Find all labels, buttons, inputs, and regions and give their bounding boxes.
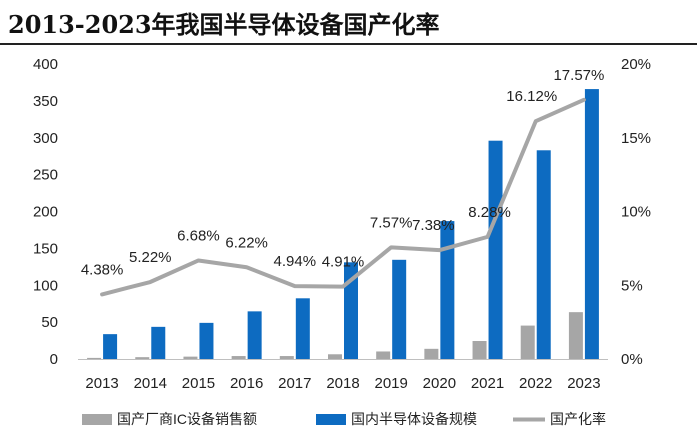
x-tick-label: 2013 bbox=[85, 375, 118, 392]
legend: 国产厂商IC设备销售额 国内半导体设备规模 国产化率 bbox=[82, 411, 606, 427]
rate-line-group bbox=[100, 97, 586, 297]
x-tick-label: 2023 bbox=[567, 375, 600, 392]
bar-equipment-market bbox=[344, 262, 358, 359]
left-tick-label: 350 bbox=[33, 93, 58, 110]
right-tick-label: 0% bbox=[621, 351, 643, 368]
rate-data-label: 6.22% bbox=[225, 234, 268, 251]
right-tick-label: 10% bbox=[621, 204, 651, 221]
bar-ic-sales bbox=[424, 348, 439, 359]
rate-data-label: 8.28% bbox=[468, 204, 511, 221]
legend-swatch-equipment-market bbox=[316, 414, 346, 425]
bar-ic-sales bbox=[135, 357, 150, 359]
rate-data-label: 4.94% bbox=[274, 253, 317, 270]
right-axis: 0% 5% 10% 15% 20% bbox=[621, 56, 651, 368]
x-axis: 2013 2014 2015 2016 2017 2018 2019 2020 2021 2022… bbox=[85, 375, 600, 392]
bar-ic-sales bbox=[376, 351, 391, 359]
bar-ic-sales bbox=[472, 341, 487, 359]
bar-ic-sales bbox=[183, 356, 198, 359]
rate-line bbox=[100, 97, 586, 297]
bar-ic-sales bbox=[520, 325, 535, 359]
bar-equipment-market bbox=[295, 298, 310, 359]
left-tick-label: 150 bbox=[33, 240, 58, 257]
x-tick-label: 2017 bbox=[278, 375, 311, 392]
bars bbox=[87, 89, 599, 359]
right-tick-label: 15% bbox=[621, 130, 651, 147]
rate-data-label: 16.12% bbox=[506, 88, 557, 105]
rate-data-label: 4.91% bbox=[322, 254, 365, 271]
left-tick-label: 250 bbox=[33, 167, 58, 184]
bar-equipment-market bbox=[536, 150, 551, 359]
right-tick-label: 20% bbox=[621, 56, 651, 73]
bar-equipment-market bbox=[392, 259, 407, 359]
bar-equipment-market bbox=[440, 221, 455, 359]
x-tick-label: 2014 bbox=[134, 375, 167, 392]
bar-equipment-market bbox=[247, 311, 262, 359]
rate-data-label: 7.57% bbox=[370, 214, 413, 231]
x-tick-label: 2016 bbox=[230, 375, 263, 392]
rate-data-label: 17.57% bbox=[553, 67, 604, 84]
x-tick-label: 2015 bbox=[182, 375, 215, 392]
left-tick-label: 50 bbox=[41, 314, 58, 331]
bar-equipment-market bbox=[584, 89, 599, 359]
bar-ic-sales bbox=[568, 312, 583, 359]
x-tick-label: 2022 bbox=[519, 375, 552, 392]
bar-ic-sales bbox=[87, 357, 102, 359]
rate-data-label: 6.68% bbox=[177, 227, 220, 244]
x-tick-label: 2019 bbox=[374, 375, 407, 392]
bar-equipment-market bbox=[199, 322, 214, 359]
legend-label-equipment-market: 国内半导体设备规模 bbox=[351, 411, 477, 427]
chart-title: 2013-2023年我国半导体设备国产化率 bbox=[8, 10, 440, 39]
bar-ic-sales bbox=[279, 356, 294, 359]
left-tick-label: 100 bbox=[33, 277, 58, 294]
x-tick-label: 2018 bbox=[326, 375, 359, 392]
legend-label-ic-sales: 国产厂商IC设备销售额 bbox=[117, 411, 257, 427]
left-tick-label: 400 bbox=[33, 56, 58, 73]
left-axis: 0 50 100 150 200 250 300 350 400 bbox=[33, 56, 58, 368]
bar-equipment-market bbox=[488, 140, 503, 359]
left-tick-label: 200 bbox=[33, 204, 58, 221]
left-tick-label: 0 bbox=[50, 351, 58, 368]
legend-swatch-ic-sales bbox=[82, 414, 112, 425]
rate-data-label: 5.22% bbox=[129, 249, 172, 266]
x-tick-label: 2021 bbox=[471, 375, 504, 392]
left-tick-label: 300 bbox=[33, 130, 58, 147]
bar-equipment-market bbox=[103, 334, 118, 359]
title-divider bbox=[0, 43, 697, 45]
bar-ic-sales bbox=[328, 354, 342, 359]
right-tick-label: 5% bbox=[621, 277, 643, 294]
bar-equipment-market bbox=[151, 326, 166, 359]
x-tick-label: 2020 bbox=[423, 375, 456, 392]
bar-ic-sales bbox=[231, 356, 246, 359]
rate-data-label: 4.38% bbox=[81, 261, 124, 278]
rate-data-label: 7.38% bbox=[412, 217, 455, 234]
data-labels: 4.38% 5.22% 6.68% 6.22% 4.94% 4.91% 7.57% 7.38%… bbox=[81, 67, 605, 279]
legend-label-rate: 国产化率 bbox=[550, 411, 606, 427]
